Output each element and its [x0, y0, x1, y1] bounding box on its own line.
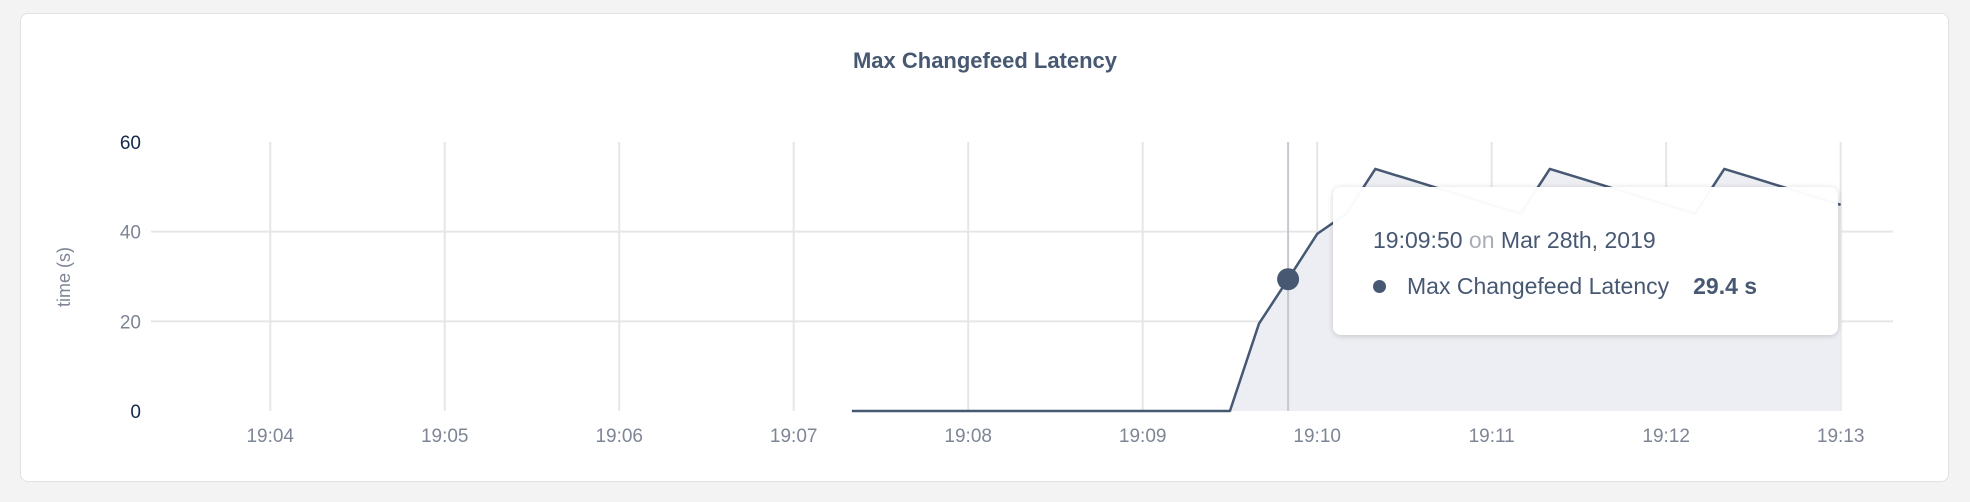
- x-tick-label: 19:12: [1642, 426, 1690, 447]
- x-tick-label: 19:04: [246, 426, 294, 447]
- x-tick-label: 19:08: [944, 426, 992, 447]
- series-dot-icon: [1373, 280, 1386, 293]
- x-tick-label: 19:10: [1293, 426, 1341, 447]
- x-tick-label: 19:09: [1119, 426, 1167, 447]
- tooltip-value: 29.4 s: [1693, 273, 1758, 299]
- tooltip-series-name: Max Changefeed Latency: [1407, 273, 1670, 299]
- tooltip-time: 19:09:50: [1373, 227, 1463, 253]
- tooltip-series-row: Max Changefeed Latency 29.4 s: [1373, 273, 1757, 300]
- y-tick-label: 60: [120, 133, 141, 154]
- x-tick-label: 19:11: [1469, 426, 1515, 447]
- y-axis-label: time (s): [54, 247, 74, 307]
- chart-title: Max Changefeed Latency: [852, 48, 1118, 73]
- tooltip-on: on: [1468, 227, 1495, 253]
- x-tick-label: 19:06: [595, 426, 643, 447]
- x-tick-label: 19:07: [770, 426, 818, 447]
- x-tick-label: 19:13: [1817, 426, 1865, 447]
- x-tick-label: 19:05: [421, 426, 469, 447]
- tooltip-timestamp: 19:09:50 on Mar 28th, 2019: [1373, 227, 1656, 254]
- y-tick-label: 40: [120, 223, 141, 244]
- tooltip-date: Mar 28th, 2019: [1500, 227, 1656, 253]
- y-tick-label: 20: [120, 312, 141, 333]
- chart-tooltip: 19:09:50 on Mar 28th, 2019 Max Changefee…: [1333, 187, 1838, 335]
- y-tick-label: 0: [130, 402, 141, 423]
- hover-point: [1277, 268, 1300, 291]
